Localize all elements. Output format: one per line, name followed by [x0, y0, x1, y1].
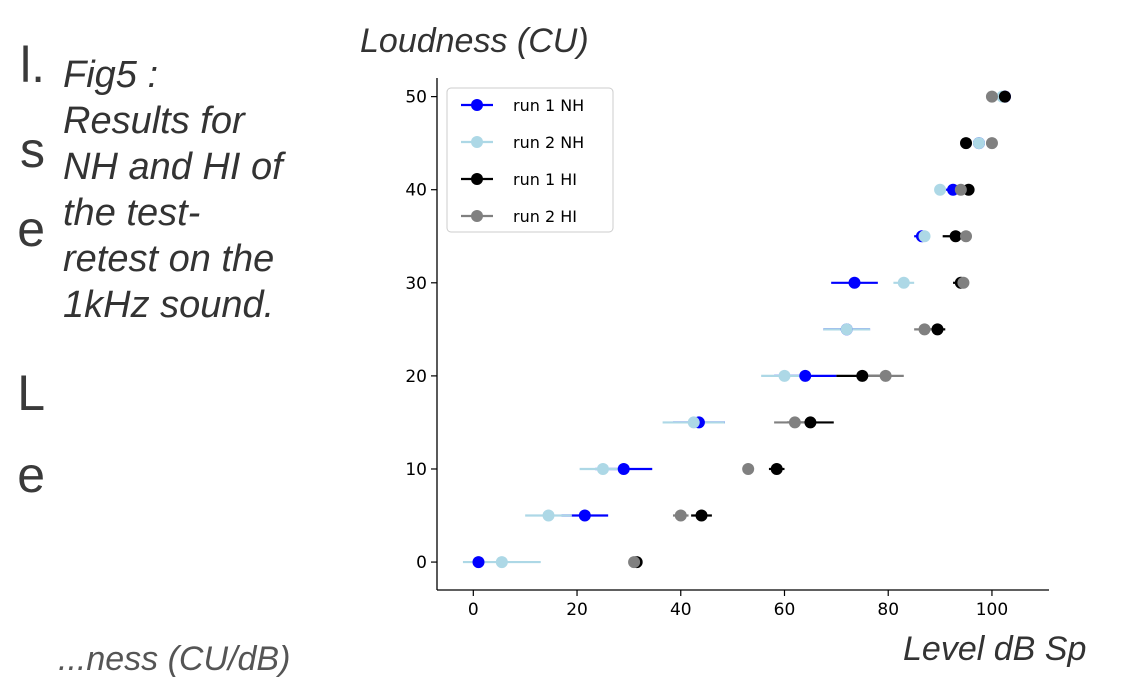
x-tick-label: 0 [468, 600, 479, 620]
data-point [674, 509, 687, 522]
data-point [957, 276, 970, 289]
legend-swatch-marker [471, 173, 483, 185]
data-point [897, 276, 910, 289]
data-point [840, 323, 853, 336]
y-tick-label: 40 [405, 181, 427, 201]
data-point [918, 323, 931, 336]
data-point [617, 462, 630, 475]
figure-caption: Fig5 : Results for NH and HI of the test… [63, 52, 353, 328]
data-point [931, 323, 944, 336]
data-point [972, 137, 985, 150]
data-point [848, 276, 861, 289]
data-point [778, 369, 791, 382]
legend-box [446, 87, 614, 233]
data-point [954, 183, 967, 196]
background-letter: L [17, 365, 45, 421]
legend-label: run 2 HI [513, 207, 577, 226]
data-point [960, 230, 973, 243]
data-point [495, 556, 508, 569]
y-tick-label: 20 [405, 367, 427, 387]
data-point [960, 137, 973, 150]
x-tick-label: 20 [566, 600, 588, 620]
background-letter: e [17, 447, 45, 503]
caption-line: Fig5 : [63, 54, 159, 96]
data-point [918, 230, 931, 243]
x-tick-label: 100 [976, 600, 1008, 620]
background-letter: e [17, 201, 45, 257]
data-point [879, 369, 892, 382]
data-point [542, 509, 555, 522]
background-letter: l. [20, 37, 45, 93]
loudness-chart: 0 20 40 60 80 100 0 10 20 30 40 50 run 1 NH run 2 NH… [405, 78, 1049, 620]
data-point [998, 90, 1011, 103]
x-tick-label: 40 [670, 600, 692, 620]
data-point [628, 556, 641, 569]
chart-marks [462, 90, 1011, 569]
chart-legend: run 1 NH run 2 NH run 1 HI run 2 HI [446, 87, 614, 233]
y-tick-label: 0 [416, 553, 427, 573]
legend-swatch-marker [471, 99, 483, 111]
y-axis-title: Loudness (CU) [360, 22, 589, 60]
background-letter: s [20, 122, 45, 178]
legend-swatch-marker [471, 136, 483, 148]
chart-axes: 0 20 40 60 80 100 0 10 20 30 40 50 [405, 78, 1049, 620]
data-point [949, 230, 962, 243]
legend-swatch-marker [471, 210, 483, 222]
data-point [687, 416, 700, 429]
data-point [770, 462, 783, 475]
data-point [472, 556, 485, 569]
background-slide-text: l. s e L e [0, 0, 45, 665]
data-point [985, 137, 998, 150]
caption-line: the test- [63, 192, 201, 234]
caption-line: retest on the [63, 238, 275, 280]
y-tick-label: 30 [405, 274, 427, 294]
data-point [578, 509, 591, 522]
x-axis-title: Level dB Sp [903, 630, 1087, 668]
data-point [799, 369, 812, 382]
data-point [804, 416, 817, 429]
x-tick-label: 60 [774, 600, 796, 620]
y-tick-label: 50 [405, 88, 427, 108]
legend-label: run 1 HI [513, 170, 577, 189]
caption-line: 1kHz sound. [63, 284, 275, 326]
data-point [596, 462, 609, 475]
caption-line: NH and HI of [63, 146, 283, 188]
legend-label: run 1 NH [513, 96, 584, 115]
y-tick-label: 10 [405, 460, 427, 480]
legend-label: run 2 NH [513, 133, 584, 152]
x-tick-label: 80 [877, 600, 899, 620]
data-point [985, 90, 998, 103]
data-point [934, 183, 947, 196]
caption-line: Results for [63, 100, 245, 142]
data-point [695, 509, 708, 522]
data-point [742, 462, 755, 475]
data-point [856, 369, 869, 382]
data-point [788, 416, 801, 429]
